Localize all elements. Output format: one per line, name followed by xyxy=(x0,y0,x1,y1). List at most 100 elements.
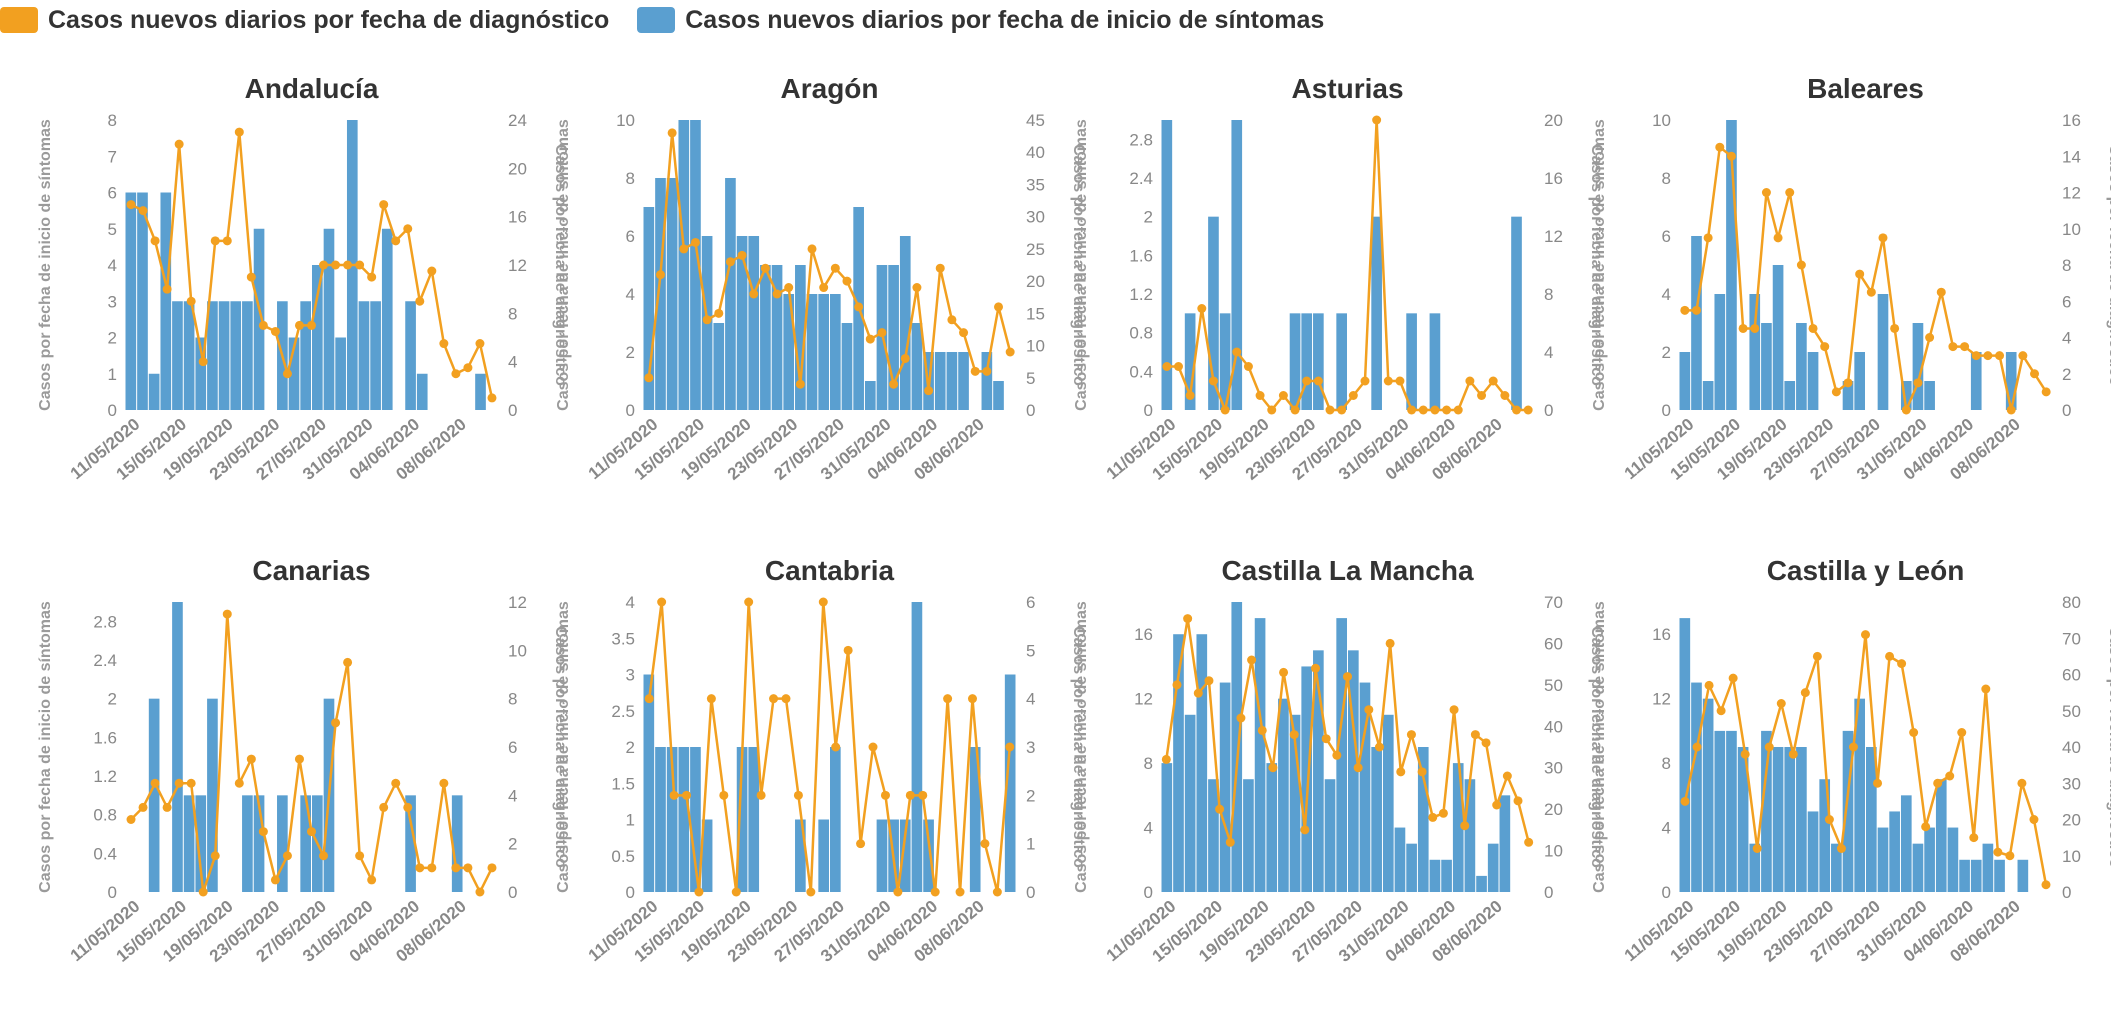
point-diagnosis[interactable] xyxy=(760,263,770,273)
bar-symptoms[interactable] xyxy=(405,795,416,892)
bar-symptoms[interactable] xyxy=(1196,634,1208,892)
bar-symptoms[interactable] xyxy=(1266,763,1278,892)
point-diagnosis[interactable] xyxy=(451,863,461,873)
point-diagnosis[interactable] xyxy=(719,790,729,800)
bar-symptoms[interactable] xyxy=(242,795,253,892)
point-diagnosis[interactable] xyxy=(210,851,220,861)
bar-symptoms[interactable] xyxy=(323,228,335,410)
bar-symptoms[interactable] xyxy=(1289,313,1301,410)
point-diagnosis[interactable] xyxy=(1268,763,1278,773)
point-diagnosis[interactable] xyxy=(2006,405,2016,415)
point-diagnosis[interactable] xyxy=(1257,725,1267,735)
point-diagnosis[interactable] xyxy=(943,694,953,704)
point-diagnosis[interactable] xyxy=(905,790,915,800)
bar-symptoms[interactable] xyxy=(864,381,876,410)
point-diagnosis[interactable] xyxy=(1162,362,1172,371)
point-diagnosis[interactable] xyxy=(439,339,449,349)
point-diagnosis[interactable] xyxy=(819,283,829,293)
point-diagnosis[interactable] xyxy=(644,694,654,704)
bar-symptoms[interactable] xyxy=(1842,730,1854,892)
point-diagnosis[interactable] xyxy=(1321,734,1331,744)
point-diagnosis[interactable] xyxy=(1812,651,1822,661)
bar-symptoms[interactable] xyxy=(1726,730,1737,892)
bar-symptoms[interactable] xyxy=(1499,795,1511,892)
point-diagnosis[interactable] xyxy=(831,742,841,752)
bar-symptoms[interactable] xyxy=(1511,216,1522,410)
point-diagnosis[interactable] xyxy=(1925,333,1935,342)
point-diagnosis[interactable] xyxy=(222,236,232,246)
point-diagnosis[interactable] xyxy=(1716,706,1726,716)
point-diagnosis[interactable] xyxy=(1873,778,1883,788)
point-diagnosis[interactable] xyxy=(1311,663,1321,673)
bar-symptoms[interactable] xyxy=(242,301,253,410)
point-diagnosis[interactable] xyxy=(1752,844,1762,853)
point-diagnosis[interactable] xyxy=(1172,680,1182,690)
point-diagnosis[interactable] xyxy=(744,597,754,607)
point-diagnosis[interactable] xyxy=(1738,323,1748,333)
bar-symptoms[interactable] xyxy=(1406,313,1417,410)
bar-symptoms[interactable] xyxy=(1231,120,1243,410)
bar-symptoms[interactable] xyxy=(1796,747,1807,892)
bar-symptoms[interactable] xyxy=(1900,381,1912,410)
point-diagnosis[interactable] xyxy=(749,289,759,299)
bar-symptoms[interactable] xyxy=(1313,650,1324,892)
bar-symptoms[interactable] xyxy=(1336,618,1347,892)
bar-symptoms[interactable] xyxy=(1691,236,1702,410)
bar-symptoms[interactable] xyxy=(1382,714,1394,892)
point-diagnosis[interactable] xyxy=(1785,188,1795,197)
bar-symptoms[interactable] xyxy=(1184,714,1196,892)
bar-symptoms[interactable] xyxy=(771,265,783,410)
bar-symptoms[interactable] xyxy=(125,192,137,411)
point-diagnosis[interactable] xyxy=(769,694,779,704)
legend-item-symptoms[interactable]: Casos nuevos diarios por fecha de inicio… xyxy=(637,6,1324,35)
bar-symptoms[interactable] xyxy=(643,674,655,893)
bar-symptoms[interactable] xyxy=(1994,859,2005,892)
point-diagnosis[interactable] xyxy=(1969,833,1979,843)
bar-symptoms[interactable] xyxy=(795,819,806,893)
bar-symptoms[interactable] xyxy=(1947,827,1959,892)
point-diagnosis[interactable] xyxy=(795,379,805,389)
point-diagnosis[interactable] xyxy=(246,754,256,764)
point-diagnosis[interactable] xyxy=(1236,713,1246,723)
bar-symptoms[interactable] xyxy=(207,698,218,892)
point-diagnosis[interactable] xyxy=(1796,260,1806,270)
point-diagnosis[interactable] xyxy=(1215,804,1225,814)
point-diagnosis[interactable] xyxy=(2041,387,2051,397)
bar-symptoms[interactable] xyxy=(1173,634,1184,892)
bar-symptoms[interactable] xyxy=(725,178,736,410)
point-diagnosis[interactable] xyxy=(868,742,878,752)
point-diagnosis[interactable] xyxy=(1290,405,1300,415)
point-diagnosis[interactable] xyxy=(1407,405,1417,415)
point-diagnosis[interactable] xyxy=(1418,405,1428,415)
point-diagnosis[interactable] xyxy=(186,778,196,788)
bar-symptoms[interactable] xyxy=(183,795,195,892)
bar-symptoms[interactable] xyxy=(911,323,923,410)
point-diagnosis[interactable] xyxy=(967,694,977,704)
point-diagnosis[interactable] xyxy=(1243,362,1253,371)
point-diagnosis[interactable] xyxy=(1703,233,1713,243)
point-diagnosis[interactable] xyxy=(1933,778,1943,788)
point-diagnosis[interactable] xyxy=(655,270,665,280)
point-diagnosis[interactable] xyxy=(731,887,741,897)
point-diagnosis[interactable] xyxy=(222,609,232,619)
point-diagnosis[interactable] xyxy=(150,236,160,246)
bar-symptoms[interactable] xyxy=(783,294,795,410)
point-diagnosis[interactable] xyxy=(818,597,828,607)
point-diagnosis[interactable] xyxy=(865,334,875,344)
point-diagnosis[interactable] xyxy=(1492,800,1502,810)
point-diagnosis[interactable] xyxy=(1185,391,1195,400)
point-diagnosis[interactable] xyxy=(1776,699,1786,708)
point-diagnosis[interactable] xyxy=(2018,351,2028,361)
bar-symptoms[interactable] xyxy=(899,819,911,893)
point-diagnosis[interactable] xyxy=(138,802,148,812)
bar-symptoms[interactable] xyxy=(1924,381,1935,410)
point-diagnosis[interactable] xyxy=(162,802,172,812)
point-diagnosis[interactable] xyxy=(959,328,969,338)
point-diagnosis[interactable] xyxy=(702,315,712,325)
bar-symptoms[interactable] xyxy=(1726,120,1737,410)
point-diagnosis[interactable] xyxy=(1005,742,1015,752)
point-diagnosis[interactable] xyxy=(854,302,864,312)
point-diagnosis[interactable] xyxy=(970,366,980,376)
bar-symptoms[interactable] xyxy=(1924,827,1935,892)
bar-symptoms[interactable] xyxy=(160,192,172,411)
